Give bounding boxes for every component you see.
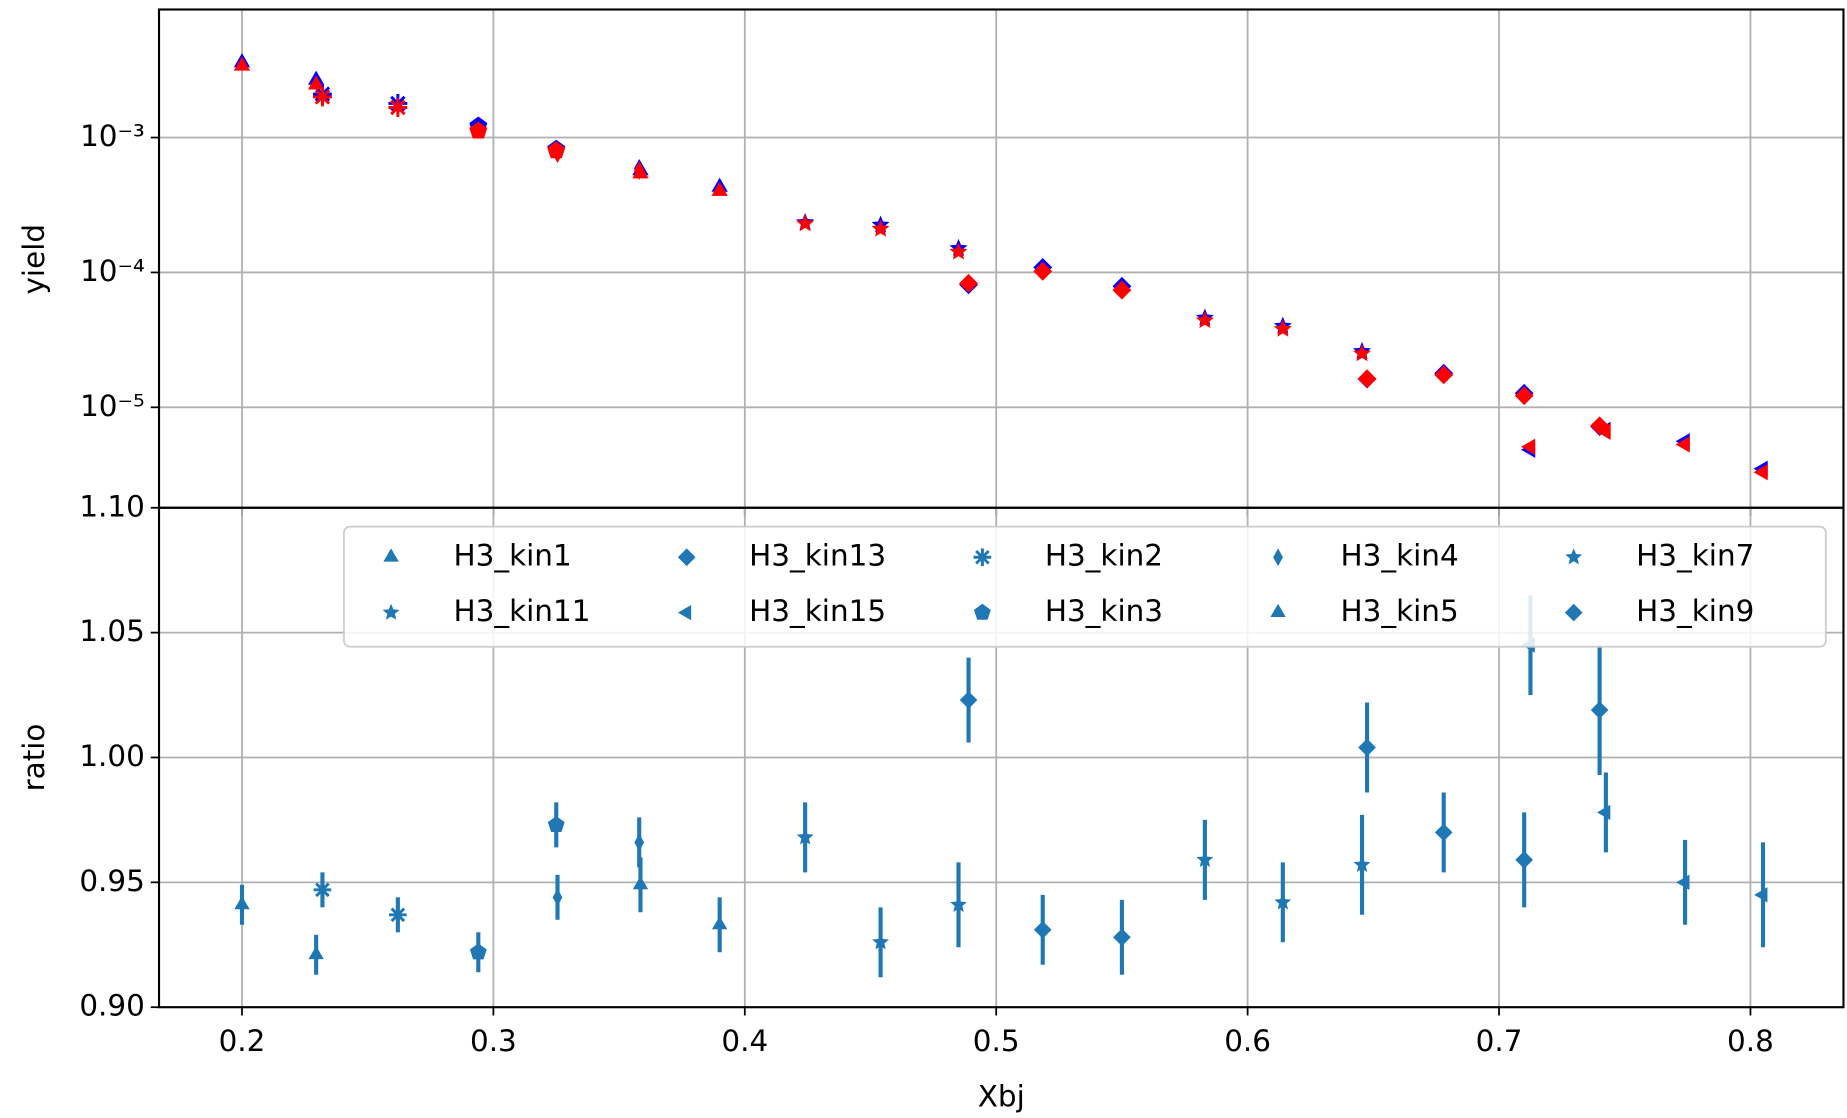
marker xyxy=(1357,369,1377,389)
marker xyxy=(1195,311,1214,329)
marker xyxy=(1564,603,1583,622)
marker xyxy=(1597,804,1611,821)
marker xyxy=(1358,738,1376,757)
y-tick-label: 10⁻³ xyxy=(80,119,145,153)
marker xyxy=(382,603,400,620)
plot-frame xyxy=(157,8,1845,509)
plot-frame xyxy=(157,506,1845,1009)
marker xyxy=(307,75,325,90)
legend-label: H3_kin15 xyxy=(749,594,886,628)
marker xyxy=(1033,920,1052,939)
marker xyxy=(711,181,728,196)
marker xyxy=(389,905,407,924)
legend-label: H3_kin13 xyxy=(749,539,886,573)
marker xyxy=(233,56,251,71)
x-tick-label: 0.8 xyxy=(1727,1024,1774,1058)
marker xyxy=(872,933,889,950)
y-tick-label: 0.95 xyxy=(79,864,145,898)
y-tick-label: 0.90 xyxy=(79,989,145,1023)
legend-label: H3_kin7 xyxy=(1636,539,1754,573)
marker-stroke xyxy=(314,89,331,105)
marker xyxy=(308,945,324,960)
marker-stroke xyxy=(975,549,990,565)
marker xyxy=(959,691,978,709)
marker xyxy=(677,548,696,567)
marker xyxy=(388,98,408,117)
legend-label: H3_kin5 xyxy=(1340,594,1458,628)
legend-label: H3_kin9 xyxy=(1636,594,1754,628)
marker xyxy=(1675,436,1690,453)
marker xyxy=(1521,438,1536,455)
marker xyxy=(796,828,814,845)
marker xyxy=(632,876,649,890)
marker xyxy=(1033,261,1053,281)
marker xyxy=(469,121,488,139)
x-tick-label: 0.6 xyxy=(1224,1024,1271,1058)
x-tick-label: 0.4 xyxy=(721,1024,768,1058)
x-axis-label: Xbj xyxy=(978,1079,1025,1113)
marker xyxy=(1676,874,1690,890)
x-tick-label: 0.7 xyxy=(1476,1024,1523,1058)
marker xyxy=(949,242,968,260)
marker xyxy=(1515,851,1534,869)
marker xyxy=(959,273,978,293)
legend-box xyxy=(343,525,1827,648)
marker-stroke xyxy=(315,882,330,898)
marker xyxy=(313,87,332,107)
marker xyxy=(973,603,991,620)
marker xyxy=(547,816,565,833)
legend-label: H3_kin2 xyxy=(1045,539,1163,573)
y-tick-label: 10⁻⁴ xyxy=(80,254,145,288)
y-axis-label: yield xyxy=(17,224,51,295)
legend-label: H3_kin1 xyxy=(454,539,572,573)
marker xyxy=(871,219,890,237)
marker xyxy=(973,548,992,567)
marker xyxy=(234,895,250,910)
marker xyxy=(1270,603,1286,618)
marker xyxy=(1753,464,1768,481)
marker xyxy=(634,833,645,852)
marker xyxy=(552,888,563,907)
marker xyxy=(712,915,728,930)
legend-label: H3_kin3 xyxy=(1045,594,1163,628)
marker xyxy=(1565,548,1583,565)
marker xyxy=(383,548,399,562)
marker-stroke xyxy=(390,99,406,116)
legend-label: H3_kin4 xyxy=(1340,539,1458,573)
y-tick-label: 1.00 xyxy=(79,739,145,773)
marker xyxy=(1596,423,1611,440)
marker xyxy=(950,895,967,912)
marker xyxy=(1196,851,1214,868)
legend-label: H3_kin11 xyxy=(454,594,591,628)
marker xyxy=(1353,856,1371,873)
marker xyxy=(1590,701,1609,719)
marker xyxy=(1434,365,1454,385)
y-tick-label: 1.10 xyxy=(79,489,145,523)
marker xyxy=(1113,928,1131,947)
marker xyxy=(1590,416,1610,436)
marker xyxy=(796,214,815,232)
marker xyxy=(1434,823,1453,842)
marker xyxy=(313,880,332,899)
marker-stroke xyxy=(390,907,406,923)
marker xyxy=(469,943,487,960)
y-tick-label: 1.05 xyxy=(79,614,145,648)
x-tick-label: 0.5 xyxy=(973,1024,1020,1058)
x-tick-label: 0.3 xyxy=(470,1024,517,1058)
marker xyxy=(1754,887,1768,903)
marker xyxy=(1514,386,1534,406)
x-tick-label: 0.2 xyxy=(219,1024,266,1058)
y-tick-label: 10⁻⁵ xyxy=(80,389,145,423)
marker xyxy=(1273,319,1292,337)
marker xyxy=(1274,893,1292,910)
marker xyxy=(1353,344,1371,362)
y-axis-label: ratio xyxy=(17,724,51,792)
marker xyxy=(632,164,649,179)
marker xyxy=(677,604,692,621)
